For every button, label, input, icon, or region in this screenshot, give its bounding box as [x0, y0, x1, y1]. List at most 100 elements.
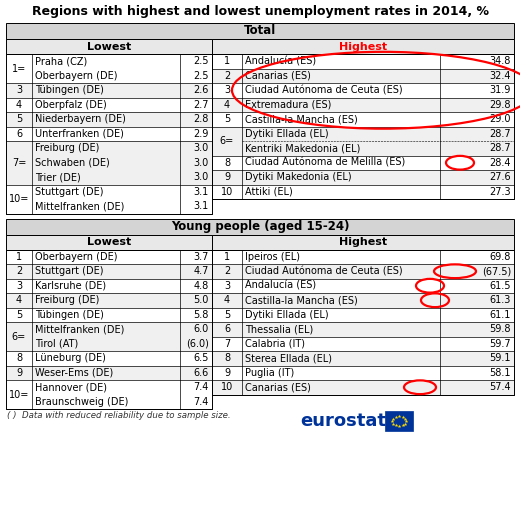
Text: 5.0: 5.0: [193, 295, 209, 305]
Bar: [212, 279, 514, 293]
Text: Braunschweig (DE): Braunschweig (DE): [35, 397, 128, 407]
Text: 59.8: 59.8: [489, 324, 511, 334]
Bar: [212, 234, 514, 250]
Text: Lowest: Lowest: [87, 42, 131, 52]
Text: 6=: 6=: [12, 331, 26, 341]
Bar: [6, 250, 212, 264]
Text: 10=: 10=: [9, 389, 29, 399]
Text: Praha (CZ): Praha (CZ): [35, 56, 87, 66]
Text: 2: 2: [224, 266, 230, 276]
Text: 1: 1: [16, 252, 22, 262]
Text: 4.7: 4.7: [193, 266, 209, 276]
Text: Oberpfalz (DE): Oberpfalz (DE): [35, 100, 107, 110]
Bar: [212, 264, 514, 279]
Text: 3.0: 3.0: [194, 158, 209, 168]
Text: Puglia (IT): Puglia (IT): [245, 368, 294, 378]
Bar: [6, 322, 212, 351]
Text: Thessalia (EL): Thessalia (EL): [245, 324, 313, 334]
Bar: [6, 98, 212, 112]
Text: 1: 1: [224, 252, 230, 262]
Bar: [6, 279, 212, 293]
Text: 2: 2: [16, 266, 22, 276]
Text: 61.1: 61.1: [490, 310, 511, 320]
Bar: [6, 307, 212, 322]
Text: 3.1: 3.1: [194, 201, 209, 211]
Text: Oberbayern (DE): Oberbayern (DE): [35, 252, 118, 262]
Bar: [6, 39, 212, 54]
Text: 1: 1: [224, 56, 230, 66]
Text: 3: 3: [224, 281, 230, 291]
Bar: [212, 250, 514, 395]
Bar: [6, 126, 212, 141]
Bar: [6, 219, 514, 234]
Text: 5: 5: [224, 310, 230, 320]
Text: 3: 3: [224, 85, 230, 95]
Text: Ipeiros (EL): Ipeiros (EL): [245, 252, 300, 262]
Text: Dytiki Ellada (EL): Dytiki Ellada (EL): [245, 310, 329, 320]
Text: 6.0: 6.0: [194, 324, 209, 334]
Text: Hannover (DE): Hannover (DE): [35, 382, 107, 392]
Text: Freiburg (DE): Freiburg (DE): [35, 295, 99, 305]
Bar: [6, 54, 212, 83]
Bar: [6, 351, 212, 365]
Text: (6.0): (6.0): [186, 339, 209, 349]
Text: Schwaben (DE): Schwaben (DE): [35, 158, 110, 168]
Text: 29.8: 29.8: [489, 100, 511, 110]
Bar: [212, 98, 514, 112]
Bar: [212, 322, 514, 337]
Text: 5.8: 5.8: [193, 310, 209, 320]
Text: Stuttgart (DE): Stuttgart (DE): [35, 266, 103, 276]
Bar: [6, 83, 212, 98]
Text: Calabria (IT): Calabria (IT): [245, 339, 305, 349]
Bar: [6, 184, 212, 213]
Bar: [212, 156, 514, 170]
Text: Young people (aged 15-24): Young people (aged 15-24): [171, 220, 349, 233]
Text: 6=: 6=: [220, 136, 234, 146]
Text: Stuttgart (DE): Stuttgart (DE): [35, 187, 103, 197]
Text: Andalucía (ES): Andalucía (ES): [245, 56, 316, 66]
Text: Dytiki Ellada (EL): Dytiki Ellada (EL): [245, 129, 329, 139]
Text: 7.4: 7.4: [193, 382, 209, 392]
Text: Andalucía (ES): Andalucía (ES): [245, 281, 316, 291]
Bar: [385, 411, 413, 431]
Bar: [212, 351, 514, 365]
Text: 8: 8: [224, 158, 230, 168]
Text: Sterea Ellada (EL): Sterea Ellada (EL): [245, 353, 332, 363]
Text: Freiburg (DE): Freiburg (DE): [35, 143, 99, 153]
Text: 9: 9: [224, 368, 230, 378]
Text: Unterfranken (DE): Unterfranken (DE): [35, 129, 124, 139]
Text: Lüneburg (DE): Lüneburg (DE): [35, 353, 106, 363]
Text: 4.8: 4.8: [194, 281, 209, 291]
Text: 69.8: 69.8: [490, 252, 511, 262]
Bar: [212, 83, 514, 98]
Bar: [212, 365, 514, 380]
Bar: [212, 126, 514, 156]
Text: ( )  Data with reduced reliability due to sample size.: ( ) Data with reduced reliability due to…: [7, 411, 231, 420]
Bar: [6, 141, 212, 184]
Text: 9: 9: [16, 368, 22, 378]
Text: 5: 5: [16, 310, 22, 320]
Bar: [212, 54, 514, 68]
Text: Weser-Ems (DE): Weser-Ems (DE): [35, 368, 113, 378]
Text: 10: 10: [221, 187, 233, 197]
Bar: [6, 365, 212, 380]
Bar: [212, 112, 514, 126]
Text: Canarias (ES): Canarias (ES): [245, 382, 311, 392]
Text: 28.7: 28.7: [489, 129, 511, 139]
Text: 34.8: 34.8: [490, 56, 511, 66]
Text: 3: 3: [16, 281, 22, 291]
Text: 2.9: 2.9: [193, 129, 209, 139]
Text: 5: 5: [16, 114, 22, 124]
Text: Mittelfranken (DE): Mittelfranken (DE): [35, 201, 124, 211]
Text: 10=: 10=: [9, 194, 29, 204]
Bar: [6, 112, 212, 126]
Text: 3.0: 3.0: [194, 143, 209, 153]
Bar: [212, 39, 514, 54]
Bar: [212, 337, 514, 351]
Text: Attiki (EL): Attiki (EL): [245, 187, 293, 197]
Bar: [212, 184, 514, 199]
Text: 7.4: 7.4: [193, 397, 209, 407]
Text: 3.0: 3.0: [194, 172, 209, 182]
Text: Ciudad Autónoma de Ceuta (ES): Ciudad Autónoma de Ceuta (ES): [245, 266, 402, 276]
Text: 61.5: 61.5: [489, 281, 511, 291]
